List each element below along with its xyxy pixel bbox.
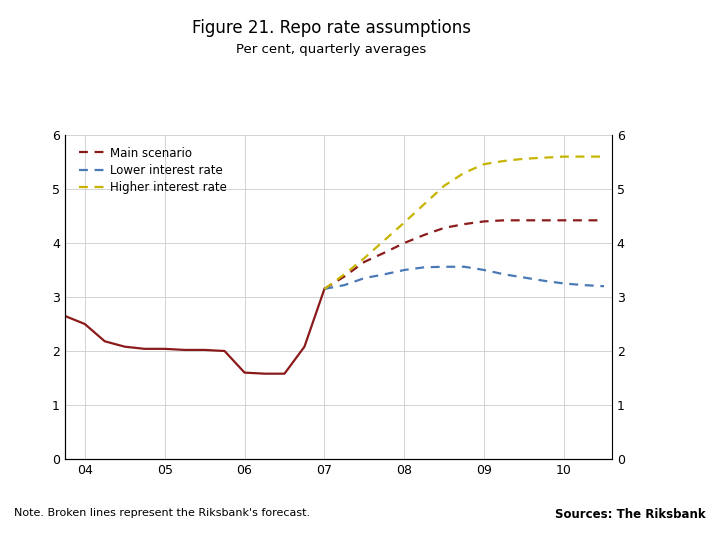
Legend: Main scenario, Lower interest rate, Higher interest rate: Main scenario, Lower interest rate, High… [76, 144, 230, 196]
Text: Sources: The Riksbank: Sources: The Riksbank [555, 508, 706, 521]
Text: Per cent, quarterly averages: Per cent, quarterly averages [236, 43, 426, 56]
Text: Note. Broken lines represent the Riksbank's forecast.: Note. Broken lines represent the Riksban… [14, 508, 310, 518]
Text: SVERIGES: SVERIGES [645, 85, 680, 90]
Text: RIKSBANK: RIKSBANK [644, 96, 681, 101]
Text: Figure 21. Repo rate assumptions: Figure 21. Repo rate assumptions [192, 19, 471, 37]
